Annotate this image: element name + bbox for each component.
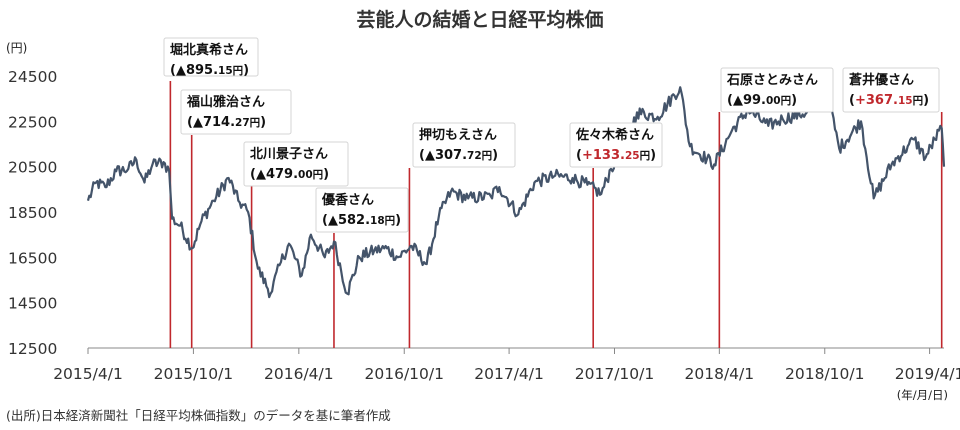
source-note: (出所)日本経済新聞社「日経平均株価指数」のデータを基に筆者作成	[6, 408, 391, 423]
annotation-name: 石原さとみさん	[726, 73, 818, 88]
x-tick-label: 2017/4/1	[474, 365, 544, 383]
y-tick-label: 12500	[8, 340, 57, 358]
annotation-box	[842, 67, 940, 113]
chart-title: 芸能人の結婚と日経平均株価	[356, 8, 603, 31]
annotation-change-value: (▲895.15円)	[170, 63, 249, 78]
x-tick-label: 2018/4/1	[685, 365, 755, 383]
annotation-name: 蒼井優さん	[849, 72, 914, 88]
x-axis: 2015/4/1 2015/10/1 2016/4/1 2016/10/1 2017/4…	[53, 348, 960, 383]
annotation-box	[569, 122, 663, 168]
x-tick-label: 2016/10/1	[365, 365, 444, 383]
annotation-change-value: (▲582.18円)	[322, 213, 401, 228]
annotation-change-value: (+133.25円)	[576, 148, 656, 163]
annotation-name: 佐々木希さん	[575, 127, 654, 143]
annotation-box	[315, 187, 409, 233]
x-tick-label: 2016/4/1	[264, 365, 334, 383]
annotation-change-value: (▲307.72円)	[419, 148, 498, 163]
y-axis-unit-label: (円)	[6, 41, 27, 55]
annotation-change-value: (▲99.00円)	[727, 93, 797, 108]
annotation-name: 堀北真希さん	[170, 42, 248, 58]
event-markers	[169, 81, 943, 348]
annotation-change-value: (▲479.00円)	[250, 167, 329, 182]
annotations: 堀北真希さん (▲895.15円) 福山雅治さん (▲714.27円) 北川景子さん (▲…	[163, 37, 940, 233]
nikkei-series-line	[86, 81, 946, 299]
y-tick-label: 20500	[8, 159, 57, 177]
annotation-box	[720, 67, 834, 113]
annotation-box	[180, 89, 292, 135]
y-tick-label: 22500	[8, 113, 57, 131]
x-tick-label: 2017/10/1	[575, 365, 654, 383]
x-tick-label: 2015/10/1	[154, 365, 233, 383]
annotation-name: 優香さん	[321, 192, 374, 208]
annotation-box	[412, 122, 516, 168]
y-tick-label: 14500	[8, 295, 57, 313]
annotation-name: 福山雅治さん	[186, 94, 265, 110]
annotation-change-value: (▲714.27円)	[187, 115, 266, 130]
x-tick-label: 2018/10/1	[785, 365, 864, 383]
annotation-name: 北川景子さん	[250, 147, 328, 162]
annotation-box	[163, 37, 259, 77]
y-tick-label: 16500	[8, 249, 57, 267]
annotation-box	[243, 141, 349, 187]
annotation-change-value: (+367.15円)	[849, 93, 929, 108]
x-axis-unit-label: (年/月/日)	[897, 388, 948, 402]
y-axis: 12500 14500 16500 18500 20500 22500 24500	[8, 68, 57, 358]
annotation-name: 押切もえさん	[419, 127, 497, 143]
x-tick-label: 2015/4/1	[53, 365, 123, 383]
y-tick-label: 24500	[8, 68, 57, 86]
x-tick-label: 2019/4/1	[895, 365, 960, 383]
y-tick-label: 18500	[8, 204, 57, 222]
